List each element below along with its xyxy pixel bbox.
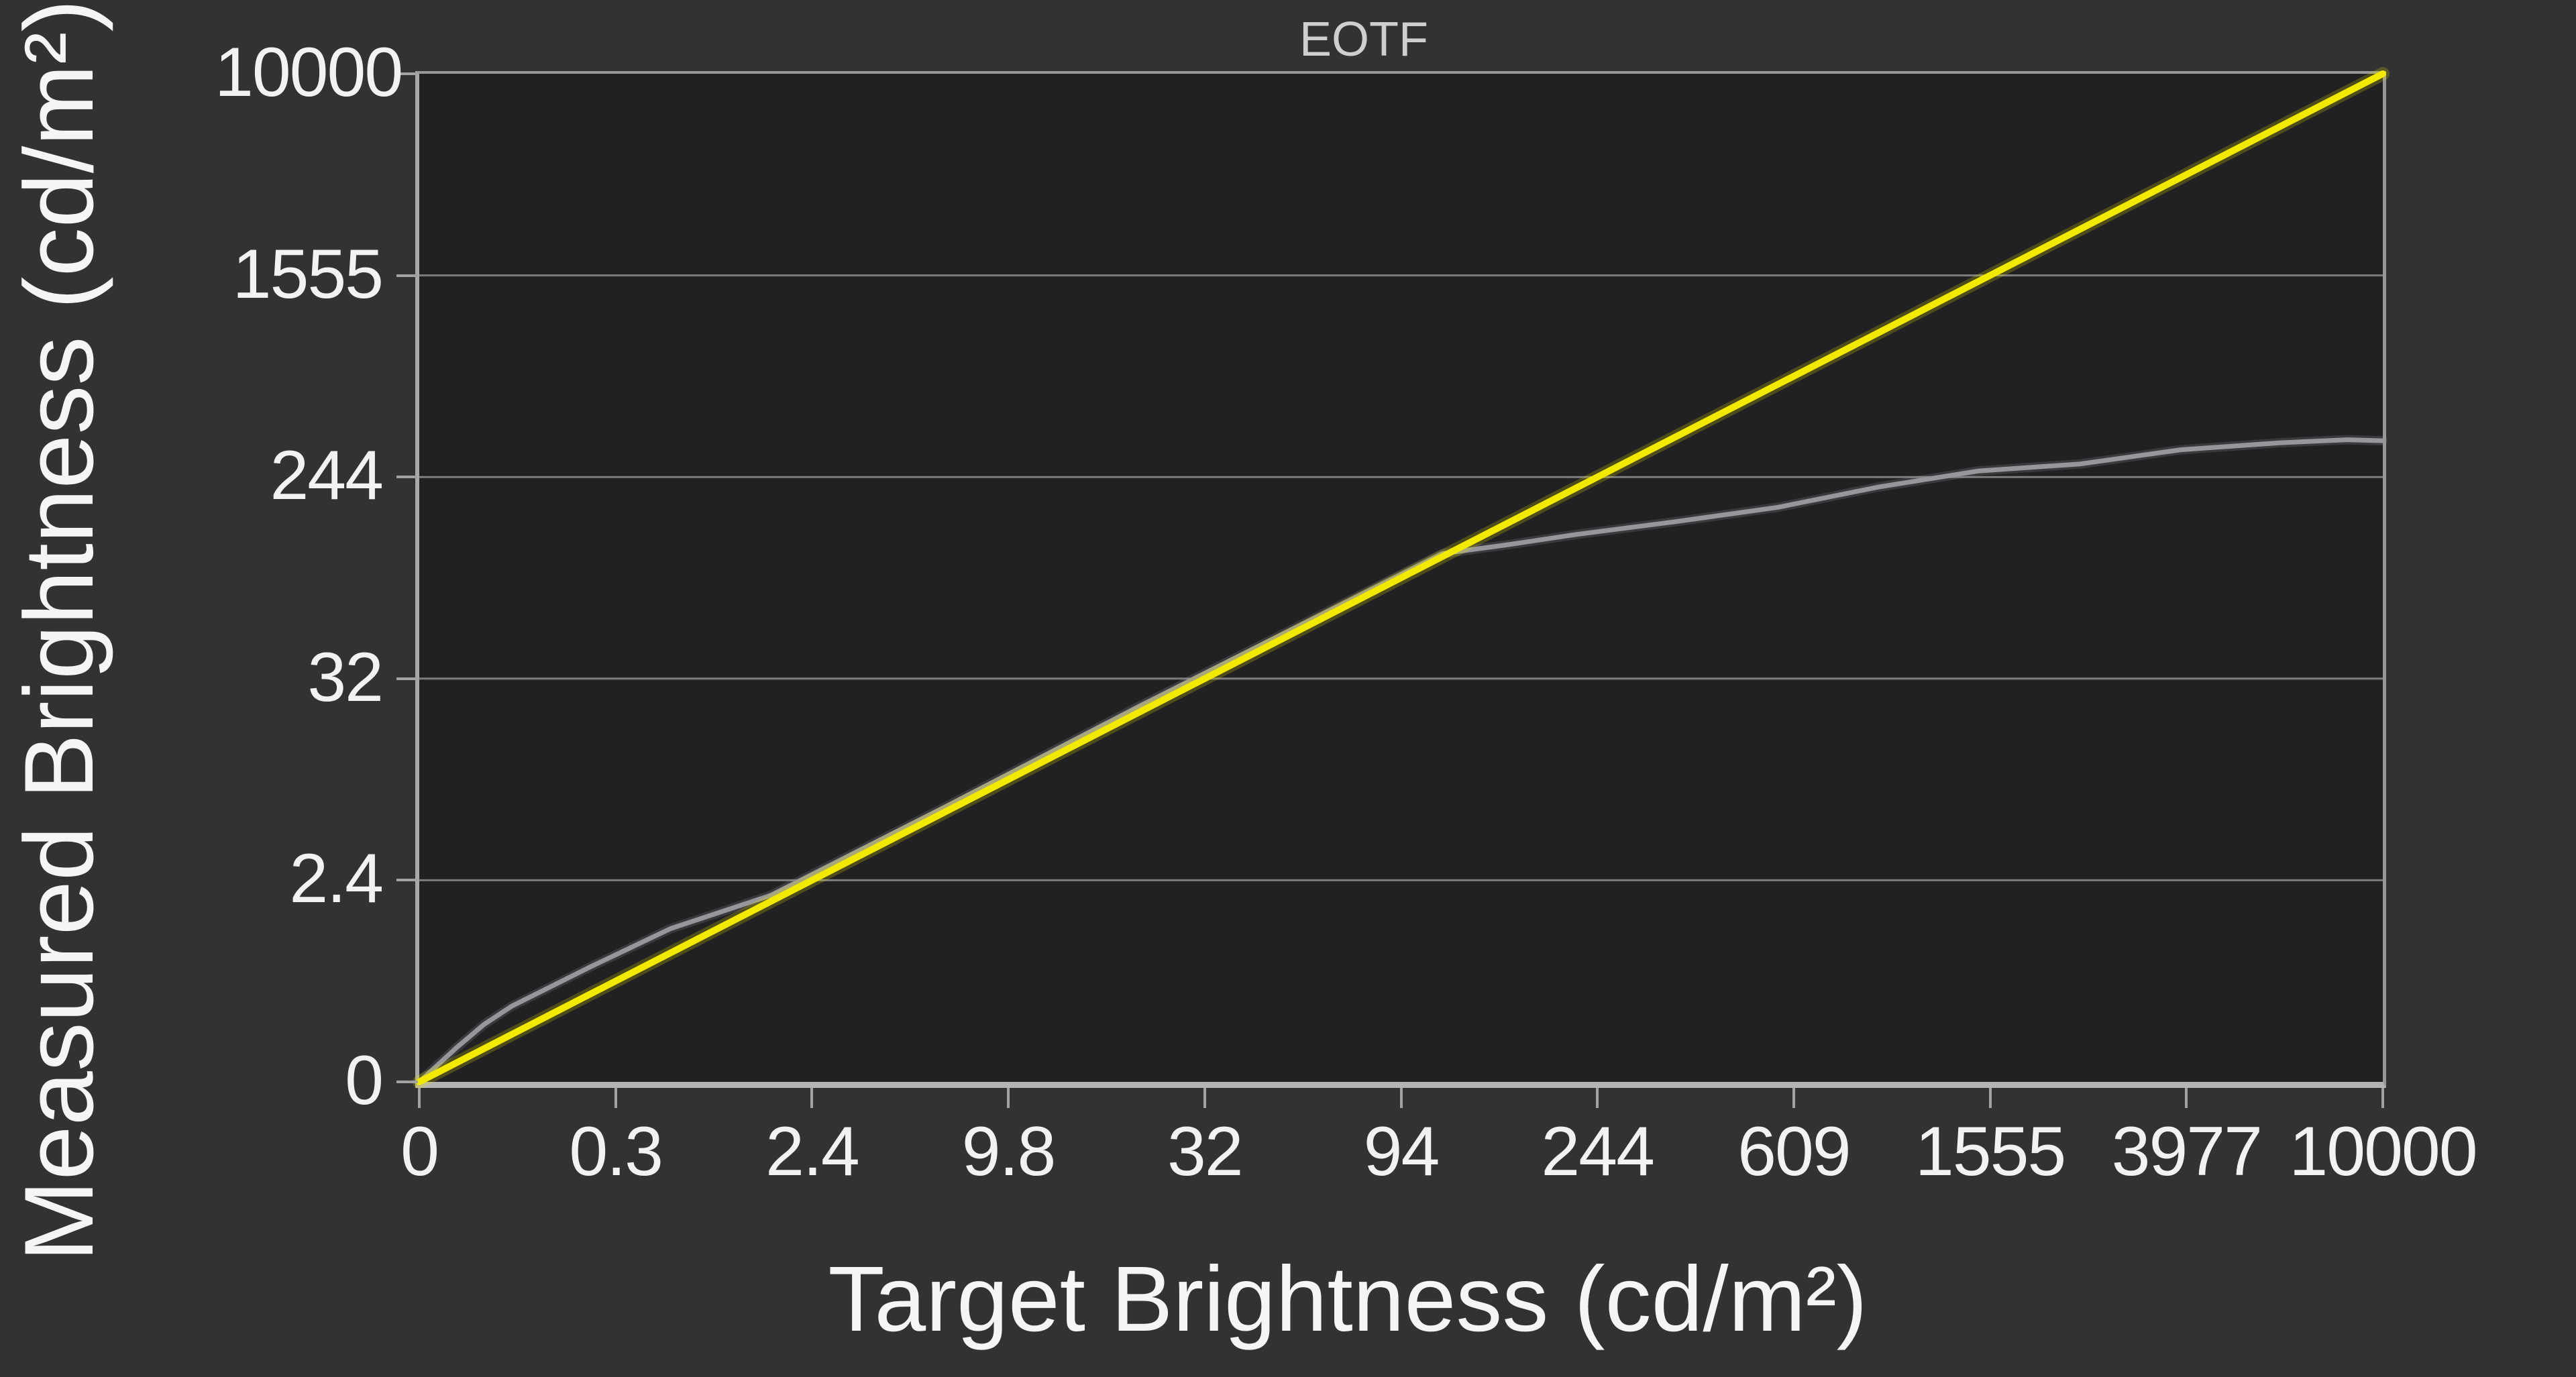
y-tick-label: 32 [307, 638, 384, 716]
x-tick-mark [418, 1088, 421, 1108]
x-tick-label: 2.4 [765, 1113, 860, 1191]
x-tick-label: 32 [1167, 1113, 1244, 1191]
x-tick-mark [614, 1088, 617, 1108]
y-tick-mark [396, 1081, 418, 1083]
y-tick-label: 244 [270, 437, 384, 515]
x-tick-mark [1399, 1088, 1403, 1108]
x-tick-mark [1007, 1088, 1010, 1108]
x-tick-label: 244 [1541, 1113, 1655, 1191]
y-tick-label: 2.4 [289, 840, 384, 918]
x-tick-label: 94 [1363, 1113, 1440, 1191]
x-tick-label: 1555 [1915, 1113, 2066, 1191]
y-tick-mark [396, 72, 418, 75]
measured-brightness-line [417, 437, 2385, 1085]
measured-brightness-glow [415, 435, 2387, 1087]
y-tick-mark [396, 879, 418, 882]
y-axis-title: Measured Brightness (cd/m²) [4, 0, 113, 1262]
y-tick-mark [396, 274, 418, 277]
x-tick-mark [1596, 1088, 1599, 1108]
y-tick-label: 10000 [215, 33, 403, 111]
x-tick-label: 9.8 [961, 1113, 1057, 1191]
x-tick-mark [1203, 1088, 1206, 1108]
x-tick-mark [1792, 1088, 1795, 1108]
x-tick-label: 10000 [2289, 1113, 2477, 1191]
x-tick-label: 3977 [2111, 1113, 2263, 1191]
plot-canvas [413, 67, 2390, 1089]
x-tick-mark [2381, 1088, 2384, 1108]
y-tick-label: 1555 [232, 235, 384, 313]
x-tick-label: 0.3 [569, 1113, 663, 1191]
x-tick-mark [810, 1088, 814, 1108]
y-tick-mark [396, 476, 418, 479]
plot-area [413, 67, 2390, 1089]
chart-title: EOTF [1299, 13, 1428, 66]
target-pq-reference-line [416, 70, 2386, 1085]
y-tick-mark [396, 677, 418, 680]
y-tick-label: 0 [345, 1041, 384, 1119]
x-tick-label: 609 [1737, 1113, 1851, 1191]
x-tick-label: 0 [400, 1113, 439, 1191]
x-tick-mark [1988, 1088, 1992, 1108]
x-axis-title: Target Brightness (cd/m²) [828, 1248, 1868, 1351]
x-tick-mark [2185, 1088, 2188, 1108]
